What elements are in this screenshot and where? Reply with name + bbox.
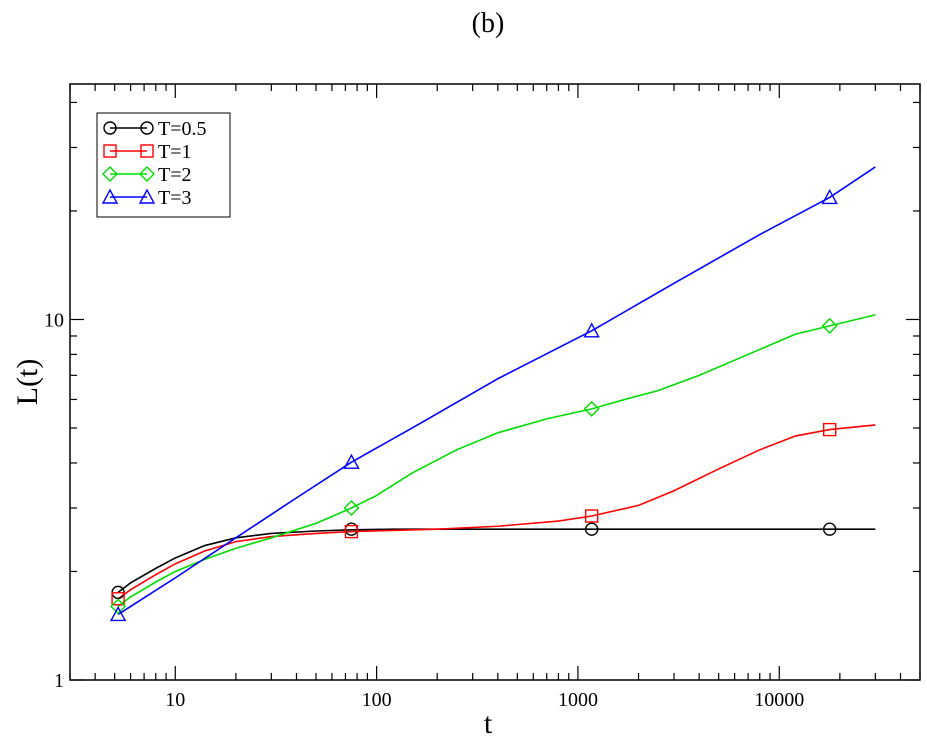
series-4-marker (343, 453, 360, 469)
panel-label: (b) (472, 8, 505, 39)
legend-marker-3 (102, 166, 118, 182)
y-tick-label: 1 (54, 670, 64, 692)
legend-marker-1 (140, 121, 154, 135)
series-1-marker (822, 522, 837, 536)
series-line-2 (117, 424, 876, 600)
series-3-marker (110, 598, 127, 615)
series-4-marker (821, 188, 838, 205)
x-axis-ticks: 10 100 1000 10000 (69, 84, 921, 711)
legend-marker-4 (138, 188, 156, 204)
series-2-marker (111, 592, 125, 606)
series-line-4 (117, 166, 876, 616)
series-line-3 (117, 314, 876, 608)
series-2-marker (822, 422, 837, 437)
x-tick-label: 10 (165, 689, 185, 711)
y-tick-label: 10 (44, 309, 64, 331)
legend-label-2: T=1 (158, 141, 192, 163)
legend-marker-3 (139, 166, 155, 182)
x-tick-label: 100 (362, 689, 392, 711)
series-line-1 (117, 528, 876, 594)
x-tick-label: 10000 (754, 689, 804, 711)
x-axis-label: t (484, 707, 493, 736)
legend-marker-1 (103, 121, 117, 135)
series-markers (109, 188, 838, 622)
legend-label-4: T=3 (158, 187, 192, 209)
legend-box (96, 112, 231, 218)
x-tick-label: 1000 (558, 689, 598, 711)
series-3-marker (343, 500, 360, 516)
series-3-marker (583, 400, 600, 417)
legend-label-1: T=0.5 (158, 118, 207, 140)
legend-marker-2 (103, 144, 117, 158)
y-axis-label: L(t) (11, 359, 44, 406)
plot-frame (69, 83, 921, 681)
series-2-marker (344, 524, 359, 539)
legend: T=0.5T=1T=2T=3 (96, 112, 231, 218)
legend-marker-2 (140, 144, 154, 158)
series-2-marker (584, 509, 599, 523)
legend-marker-4 (101, 188, 119, 204)
series-3-marker (821, 317, 838, 334)
series-4-marker (583, 322, 600, 338)
series-lines (117, 166, 876, 616)
y-axis-ticks: 1 10 (44, 101, 920, 692)
legend-label-3: T=2 (158, 164, 192, 186)
series-1-marker (584, 522, 599, 536)
series-4-marker (109, 605, 127, 622)
